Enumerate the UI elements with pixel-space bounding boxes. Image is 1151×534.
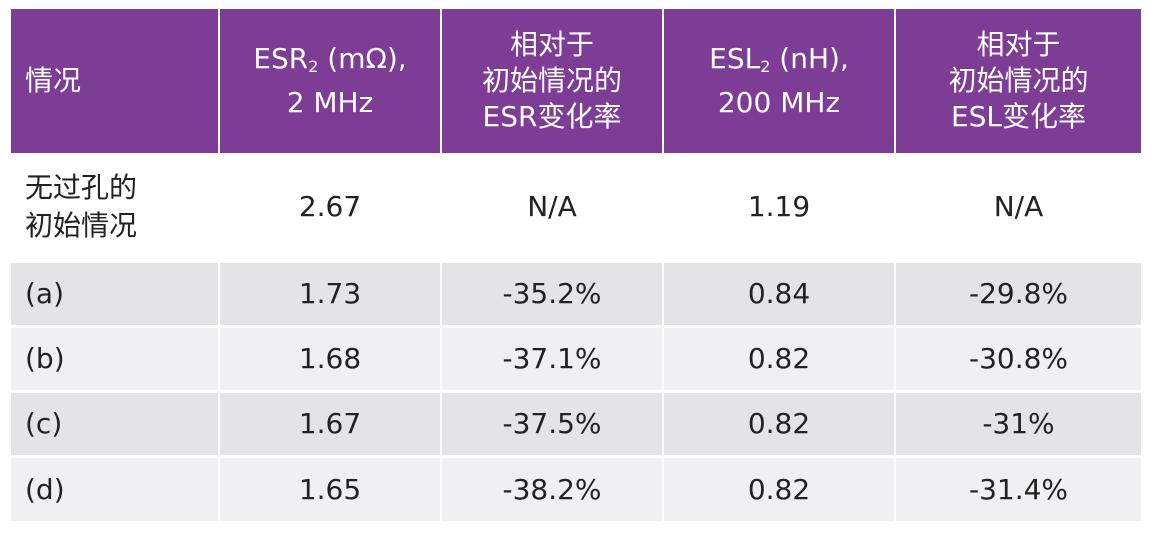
cell-esl: 0.82 — [662, 389, 895, 456]
header-esl-subscript: 2 — [760, 57, 771, 76]
header-case: 情况 — [11, 9, 219, 154]
cell-esr: 1.65 — [218, 454, 441, 521]
header-esr-unit: (mΩ), — [318, 42, 407, 75]
cell-esr: 1.73 — [218, 259, 441, 326]
cell-esr-change: -37.1% — [440, 324, 663, 391]
cell-esl-change: -29.8% — [894, 259, 1141, 326]
header-esr-change-line2: 初始情况的 — [481, 64, 622, 97]
header-esl-frequency: 200 MHz — [717, 86, 841, 119]
header-esl-unit: (nH), — [770, 42, 849, 75]
header-esl-main: ESL — [709, 42, 761, 75]
cell-esl: 0.84 — [662, 259, 895, 326]
table-row-initial: 无过孔的 初始情况 2.67 N/A 1.19 N/A — [11, 153, 1141, 261]
table-row-c: (c) 1.67 -37.5% 0.82 -31% — [11, 389, 1141, 456]
header-esl-change: 相对于 初始情况的 ESL变化率 — [894, 9, 1141, 154]
cell-esr: 1.67 — [218, 389, 441, 456]
header-esl-change-line1: 相对于 — [976, 28, 1061, 61]
cell-esl: 1.19 — [662, 153, 895, 261]
cell-case: (a) — [11, 259, 219, 326]
cell-case-line1: 无过孔的 — [25, 171, 138, 205]
cell-esl-change: -31% — [894, 389, 1141, 456]
cell-esl: 0.82 — [662, 324, 895, 391]
cell-esr-change: -35.2% — [440, 259, 663, 326]
table-row-d: (d) 1.65 -38.2% 0.82 -31.4% — [11, 454, 1141, 521]
cell-esl-change: N/A — [894, 153, 1141, 261]
cell-esl-change: -31.4% — [894, 454, 1141, 521]
header-esr-change-line3: ESR变化率 — [482, 100, 622, 133]
table-header: 情况 ESR2 (mΩ), 2 MHz 相对于 初始情况的 ESR变化率 ESL… — [11, 9, 1141, 154]
cell-esl-change: -30.8% — [894, 324, 1141, 391]
cell-esr-change: N/A — [440, 153, 663, 261]
cell-esr-change: -37.5% — [440, 389, 663, 456]
cell-case: (c) — [11, 389, 219, 456]
header-esl: ESL2 (nH), 200 MHz — [662, 9, 895, 154]
cell-esr: 2.67 — [218, 153, 441, 261]
header-esl-change-line3: ESL变化率 — [950, 100, 1087, 133]
header-esr-frequency: 2 MHz — [286, 86, 374, 119]
cell-case-line2: 初始情况 — [25, 209, 138, 243]
header-esr-main: ESR — [253, 42, 309, 75]
header-esr-line1: ESR2 (mΩ), — [228, 41, 432, 85]
header-esr-change-line1: 相对于 — [509, 28, 594, 61]
table-body: 无过孔的 初始情况 2.67 N/A 1.19 N/A (a) 1.73 -35… — [11, 153, 1141, 521]
cell-case: 无过孔的 初始情况 — [11, 153, 219, 261]
table-row-b: (b) 1.68 -37.1% 0.82 -30.8% — [11, 324, 1141, 391]
header-esr-subscript: 2 — [308, 57, 319, 76]
header-esr-change: 相对于 初始情况的 ESR变化率 — [440, 9, 663, 154]
cell-case: (b) — [11, 324, 219, 391]
comparison-table-container: 情况 ESR2 (mΩ), 2 MHz 相对于 初始情况的 ESR变化率 ESL… — [11, 9, 1141, 521]
cell-esr-change: -38.2% — [440, 454, 663, 521]
header-case-label: 情况 — [25, 64, 82, 97]
table-row-a: (a) 1.73 -35.2% 0.84 -29.8% — [11, 259, 1141, 326]
header-row: 情况 ESR2 (mΩ), 2 MHz 相对于 初始情况的 ESR变化率 ESL… — [11, 9, 1141, 154]
header-esr: ESR2 (mΩ), 2 MHz — [218, 9, 441, 154]
header-esl-change-line2: 初始情况的 — [948, 64, 1089, 97]
cell-case: (d) — [11, 454, 219, 521]
esr-esl-comparison-table: 情况 ESR2 (mΩ), 2 MHz 相对于 初始情况的 ESR变化率 ESL… — [11, 9, 1141, 521]
header-esl-line1: ESL2 (nH), — [672, 41, 886, 85]
cell-esl: 0.82 — [662, 454, 895, 521]
cell-esr: 1.68 — [218, 324, 441, 391]
